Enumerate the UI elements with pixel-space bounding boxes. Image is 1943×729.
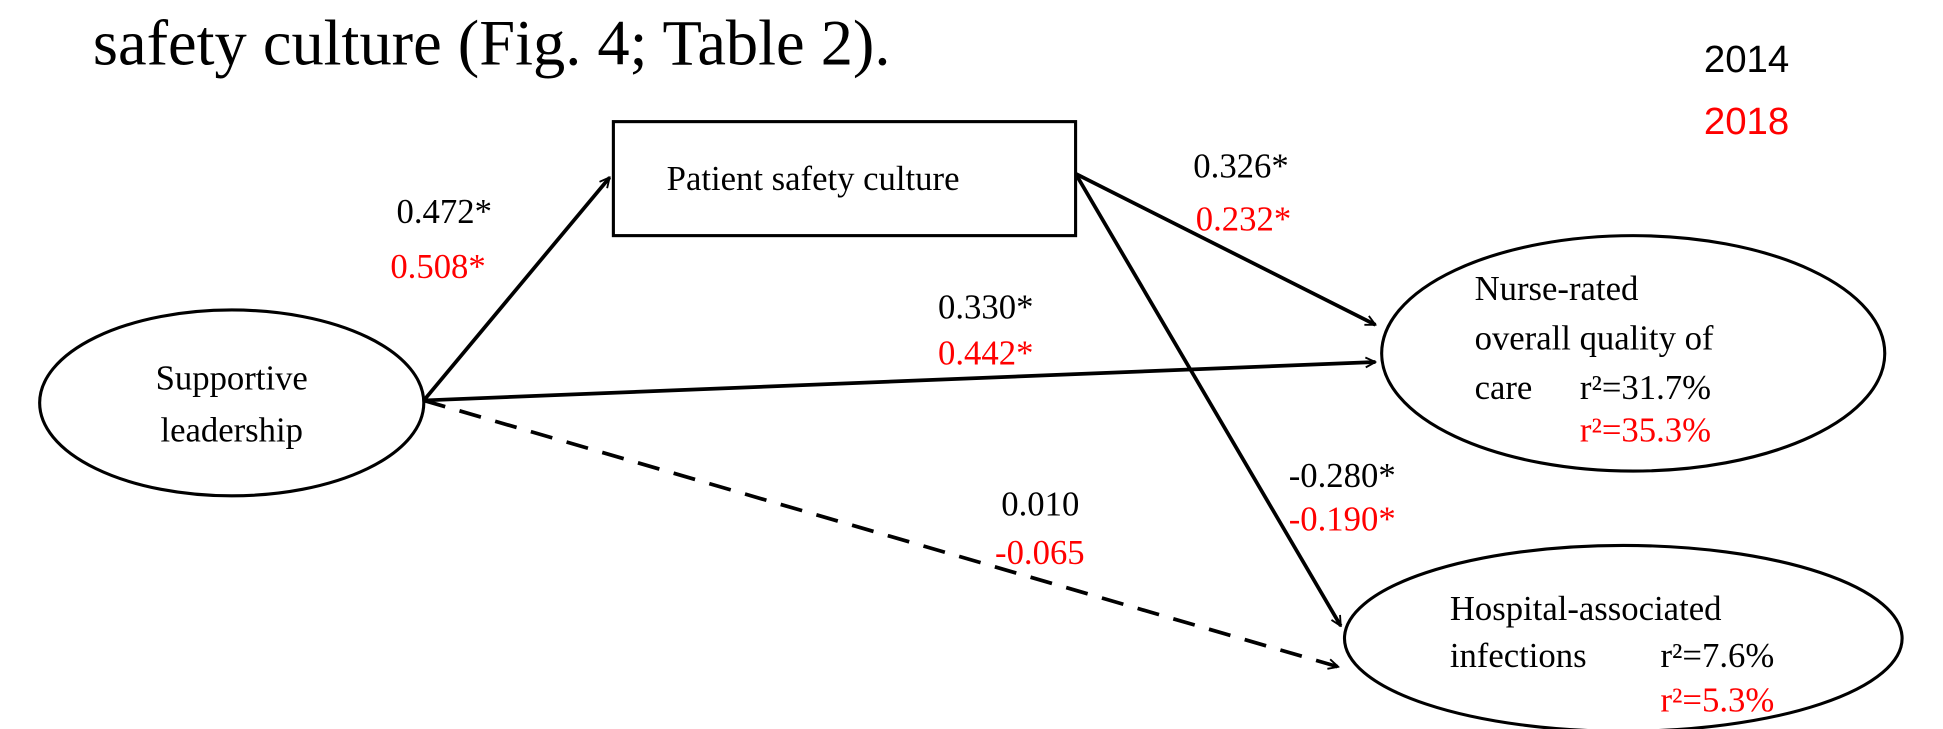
edge-label: 0.508* — [390, 247, 485, 286]
legend-2014: 2014 — [1704, 38, 1789, 81]
node-ellipse — [1380, 234, 1887, 473]
edge-arrow — [422, 177, 612, 402]
edge-arrow — [1073, 172, 1343, 626]
edge-label: 0.010 — [1001, 485, 1079, 524]
title: safety culture (Fig. 4; Table 2). — [93, 8, 891, 79]
r2-label: r²=5.3% — [1660, 680, 1774, 719]
node-label: Nurse-rated — [1475, 269, 1639, 308]
edge-label: 0.442* — [938, 334, 1033, 373]
r2-label: r²=31.7% — [1580, 368, 1711, 407]
edge-arrow — [423, 362, 1376, 403]
r2-label: r²=35.3% — [1580, 410, 1711, 449]
edge-label: 0.330* — [938, 288, 1033, 327]
edge-label: 0.472* — [397, 192, 492, 231]
node-ellipse — [38, 308, 426, 498]
edge-label: -0.280* — [1289, 456, 1396, 495]
node-ellipse — [1343, 543, 1904, 729]
edge-arrow — [1074, 172, 1376, 327]
node-label: Hospital-associated — [1450, 589, 1722, 628]
edge-arrow-dashed — [423, 398, 1338, 666]
node-label: infections — [1450, 636, 1587, 675]
node-label: care — [1475, 368, 1533, 407]
node-rect — [611, 120, 1078, 238]
legend-2018: 2018 — [1704, 100, 1789, 143]
node-label: Supportive — [156, 358, 308, 397]
edge-label: 0.326* — [1193, 146, 1288, 185]
edge-label: 0.232* — [1196, 200, 1291, 239]
node-label: overall quality of — [1475, 319, 1714, 358]
node-label: Patient safety culture — [667, 159, 960, 198]
edge-label: -0.065 — [995, 533, 1085, 572]
node-label: leadership — [160, 410, 303, 449]
edge-label: -0.190* — [1289, 500, 1396, 539]
r2-label: r²=7.6% — [1660, 636, 1774, 675]
